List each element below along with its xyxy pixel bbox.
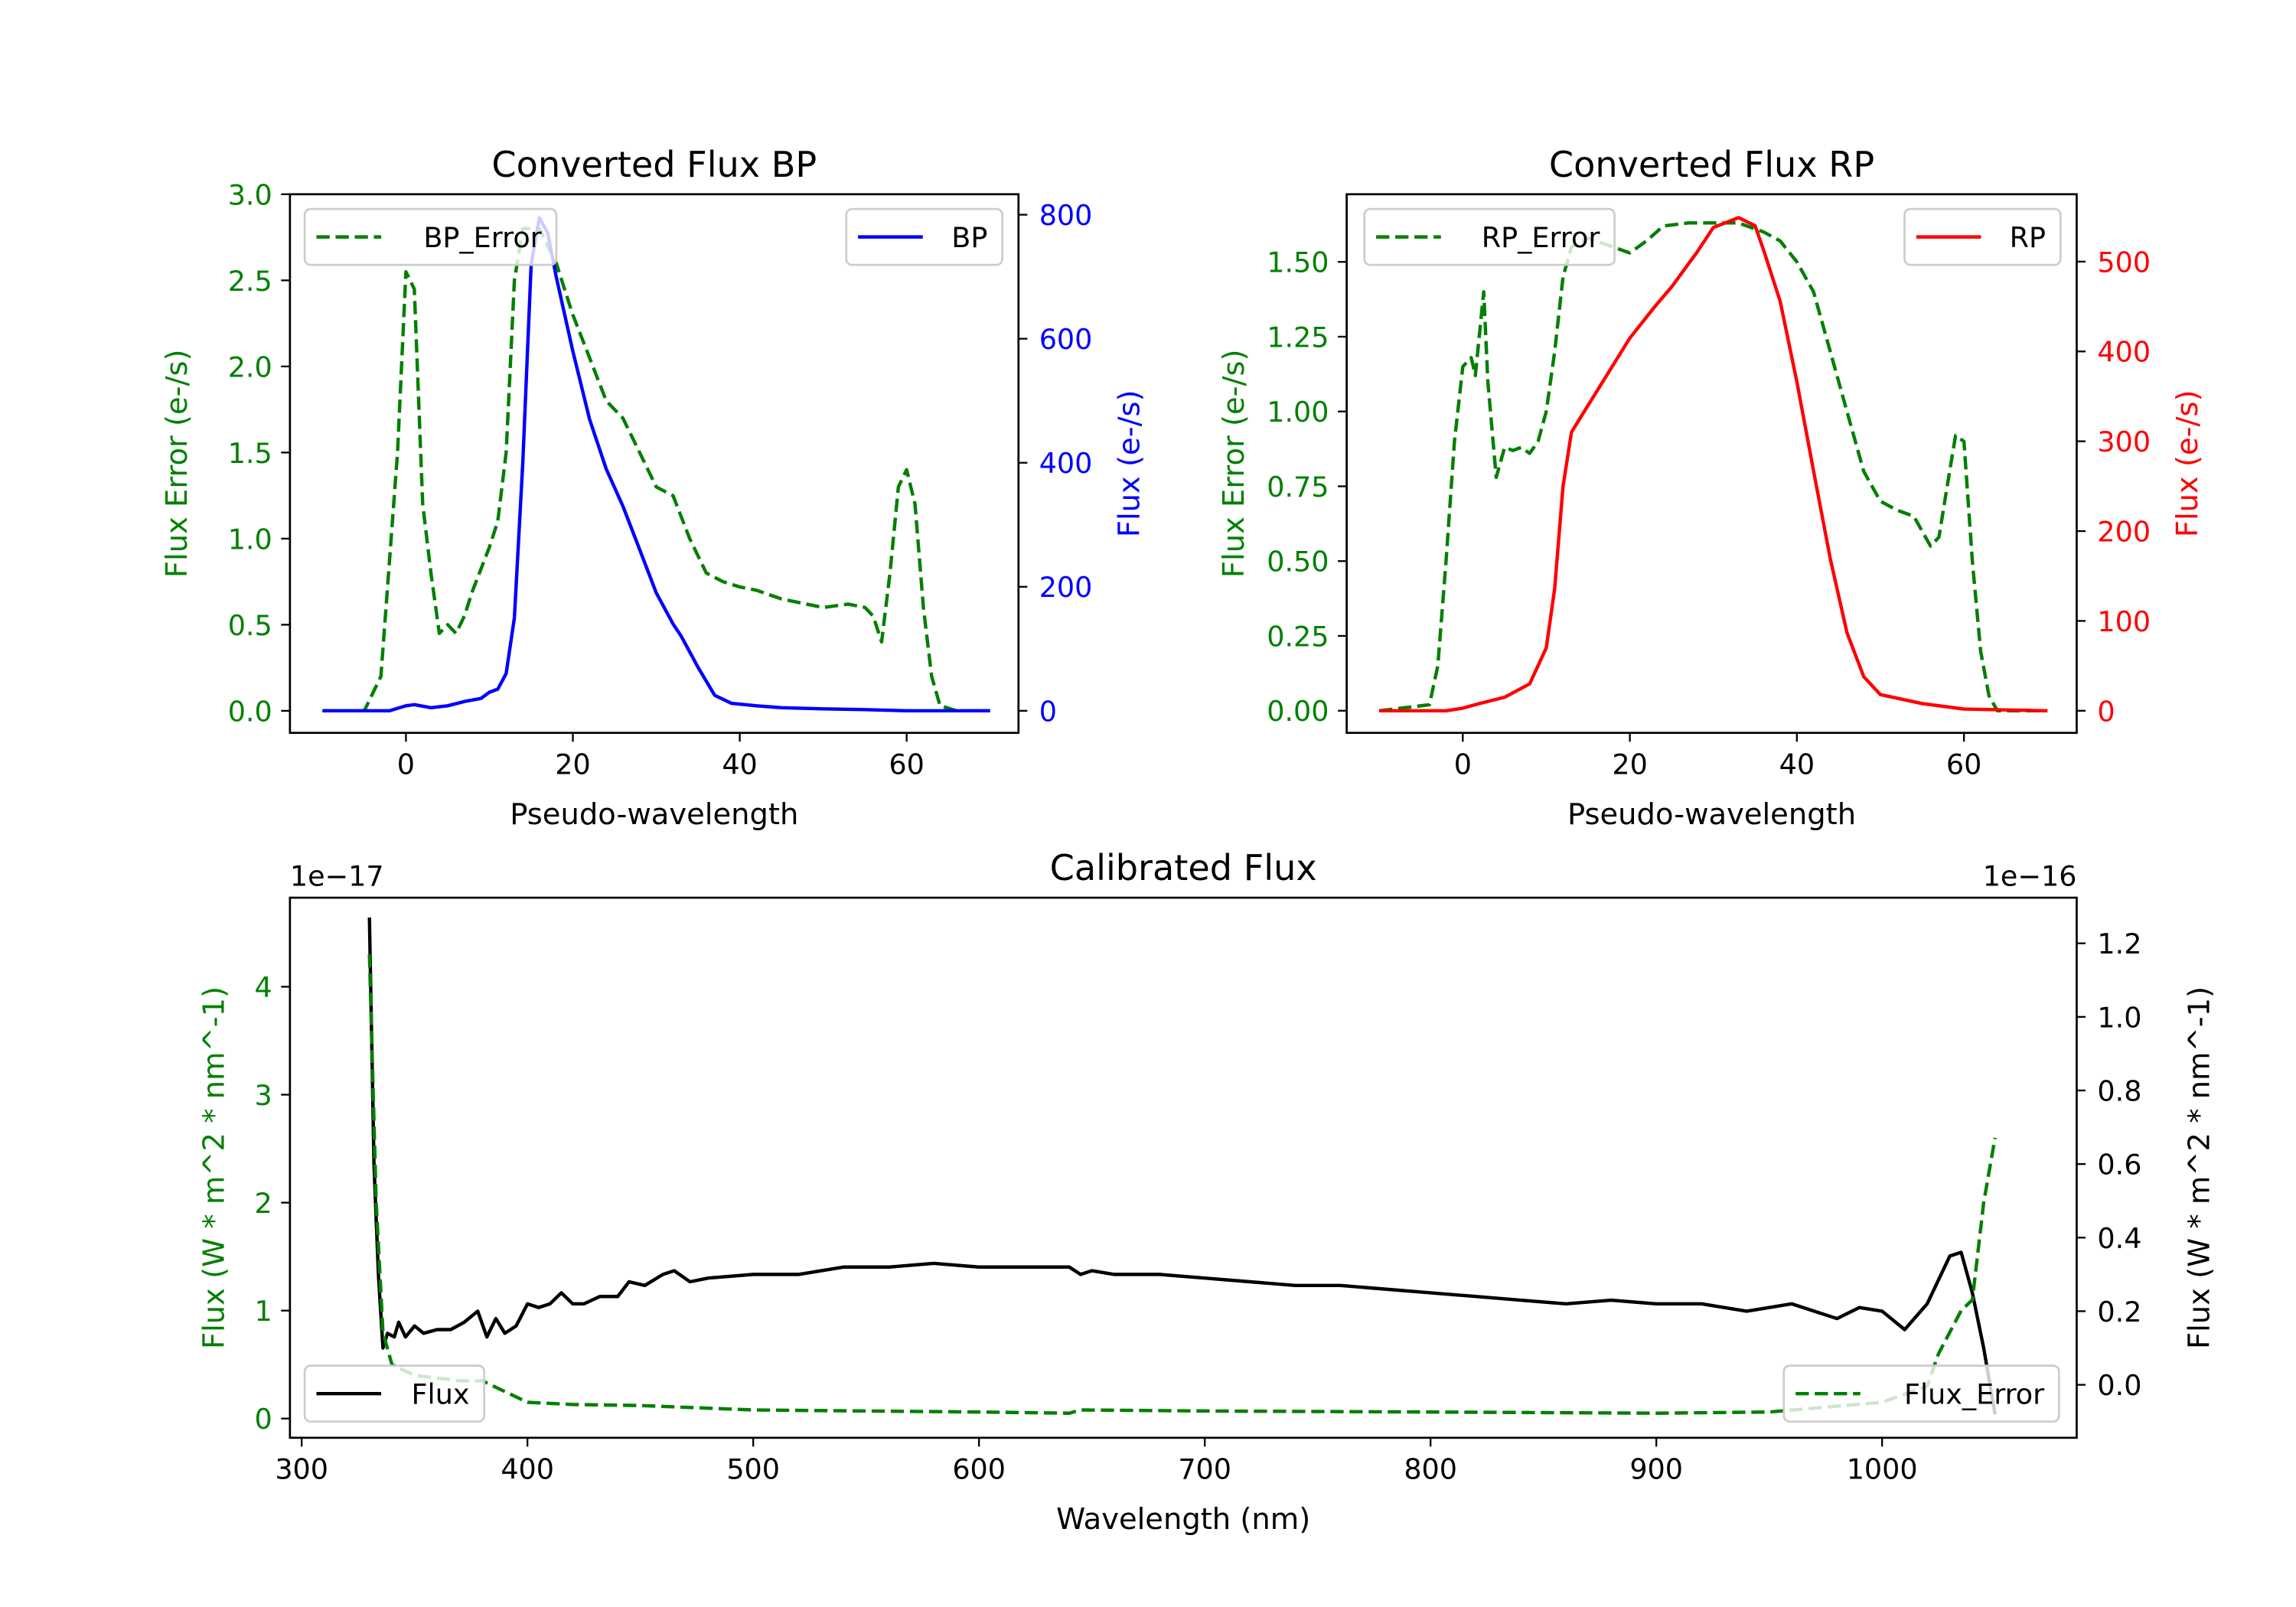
x-tick-label: 0 xyxy=(1454,748,1472,781)
legend-label: RP_Error xyxy=(1482,221,1601,254)
x-tick-label: 800 xyxy=(1404,1453,1457,1486)
y-left-axis-label: Flux (W * m^2 * nm^-1) xyxy=(197,986,231,1349)
y-left-tick-label: 1.0 xyxy=(228,523,272,556)
y-right-tick-label: 0 xyxy=(2097,695,2115,728)
legend-box xyxy=(1782,1364,2060,1423)
x-tick-label: 300 xyxy=(275,1453,328,1486)
y-right-tick-label: 0.0 xyxy=(2097,1369,2141,1402)
legend-label: RP xyxy=(2010,221,2046,254)
series-line-rp xyxy=(1379,216,2048,713)
x-axis-label: Wavelength (nm) xyxy=(1056,1502,1310,1537)
legend-rp-error: RP_Error xyxy=(1363,207,1616,266)
plot-frame xyxy=(289,896,2078,1439)
y-left-tick-label: 2 xyxy=(255,1187,272,1220)
x-tick-label: 20 xyxy=(555,748,590,781)
legend-box xyxy=(303,207,558,266)
y-left-tick-label: 3 xyxy=(255,1079,272,1112)
y-left-tick-label: 0.25 xyxy=(1267,620,1329,653)
y-right-tick-label: 800 xyxy=(1039,199,1093,232)
y-right-tick-label: 400 xyxy=(1039,447,1093,480)
y-right-tick-label: 200 xyxy=(1039,571,1093,604)
x-tick-label: 0 xyxy=(397,748,415,781)
chart-0: Converted Flux BP 0 20 40 60 Pseudo-wavelengt… xyxy=(160,144,1146,832)
y-left-tick-label: 1.5 xyxy=(228,437,272,470)
y-left-tick-label: 0 xyxy=(255,1403,272,1436)
series-line-flux xyxy=(367,917,1997,1415)
y-left-tick-label: 1.50 xyxy=(1267,246,1329,279)
chart-1: Converted Flux RP 0 20 40 60 Pseudo-wavelengt… xyxy=(1217,144,2205,832)
x-tick-label: 40 xyxy=(722,748,757,781)
y-right-tick-label: 300 xyxy=(2097,425,2151,458)
x-axis-label: Pseudo-wavelength xyxy=(510,797,798,832)
legend-box xyxy=(1363,207,1616,266)
y-right-tick-label: 200 xyxy=(2097,516,2151,549)
y-left-tick-label: 3.0 xyxy=(228,178,272,211)
y-right-tick-label: 0.2 xyxy=(2097,1296,2141,1328)
y-left-tick-label: 1.00 xyxy=(1267,396,1329,429)
y-left-tick-label: 0.50 xyxy=(1267,546,1329,579)
legend-flux-error: Flux_Error xyxy=(1782,1364,2060,1423)
x-tick-label: 700 xyxy=(1178,1453,1231,1486)
x-tick-label: 60 xyxy=(1946,748,1981,781)
y-right-offset-text: 1e−16 xyxy=(1983,860,2077,893)
x-tick-label: 1000 xyxy=(1847,1453,1918,1486)
legend-label: BP_Error xyxy=(423,221,542,254)
y-left-tick-label: 2.0 xyxy=(228,350,272,383)
y-right-tick-label: 0.8 xyxy=(2097,1074,2141,1107)
x-tick-label: 20 xyxy=(1612,748,1647,781)
x-tick-label: 40 xyxy=(1779,748,1815,781)
x-axis-label: Pseudo-wavelength xyxy=(1567,797,1856,832)
legend-rp: RP xyxy=(1903,207,2062,266)
y-right-tick-label: 400 xyxy=(2097,336,2151,369)
legend-flux: Flux xyxy=(303,1364,486,1423)
legend-box xyxy=(303,1364,486,1423)
y-left-tick-label: 0.0 xyxy=(228,695,272,728)
y-left-tick-label: 0.00 xyxy=(1267,695,1329,728)
legend-bp-error: BP_Error xyxy=(303,207,558,266)
series-line-flux-error xyxy=(367,954,1997,1415)
chart-title: Calibrated Flux xyxy=(1050,847,1317,888)
y-left-axis-label: Flux Error (e-/s) xyxy=(1217,349,1251,578)
y-left-tick-label: 4 xyxy=(255,971,272,1004)
legend-label: Flux xyxy=(412,1378,470,1411)
legend-label: BP xyxy=(951,221,987,254)
y-right-axis-label: Flux (e-/s) xyxy=(1112,390,1146,537)
series-line-bp-error xyxy=(322,227,990,713)
x-tick-label: 60 xyxy=(889,748,924,781)
y-left-tick-label: 0.5 xyxy=(228,609,272,642)
y-right-tick-label: 500 xyxy=(2097,246,2151,279)
plot-frame xyxy=(1345,193,2078,735)
series-line-bp xyxy=(322,216,990,713)
x-tick-label: 500 xyxy=(726,1453,780,1486)
y-right-tick-label: 0.6 xyxy=(2097,1149,2141,1182)
y-right-axis-label: Flux (W * m^2 * nm^-1) xyxy=(2183,986,2217,1349)
legend-label: Flux_Error xyxy=(1904,1378,2045,1411)
y-left-tick-label: 1 xyxy=(255,1295,272,1328)
legend-box xyxy=(845,207,1003,266)
series-line-rp-error xyxy=(1378,221,2048,713)
y-left-axis-label: Flux Error (e-/s) xyxy=(160,349,194,578)
plot-frame xyxy=(289,193,1020,735)
y-left-tick-label: 2.5 xyxy=(228,265,272,298)
y-right-tick-label: 0 xyxy=(1039,695,1057,728)
y-left-tick-label: 1.25 xyxy=(1267,321,1329,354)
x-tick-label: 400 xyxy=(501,1453,554,1486)
y-right-tick-label: 1.2 xyxy=(2097,927,2141,960)
chart-title: Converted Flux BP xyxy=(491,144,817,185)
y-right-axis-label: Flux (e-/s) xyxy=(2170,390,2205,537)
y-right-tick-label: 1.0 xyxy=(2097,1001,2141,1034)
chart-title: Converted Flux RP xyxy=(1549,144,1874,185)
y-left-offset-text: 1e−17 xyxy=(290,860,384,893)
y-right-tick-label: 600 xyxy=(1039,323,1093,356)
legend-box xyxy=(1903,207,2062,266)
x-tick-label: 900 xyxy=(1629,1453,1683,1486)
chart-2: Calibrated Flux 300 400 500 600 700 800 900 1000… xyxy=(197,847,2216,1537)
y-right-tick-label: 100 xyxy=(2097,605,2151,638)
legend-bp: BP xyxy=(845,207,1003,266)
x-tick-label: 600 xyxy=(952,1453,1006,1486)
y-right-tick-label: 0.4 xyxy=(2097,1222,2141,1255)
y-left-tick-label: 0.75 xyxy=(1267,471,1329,504)
